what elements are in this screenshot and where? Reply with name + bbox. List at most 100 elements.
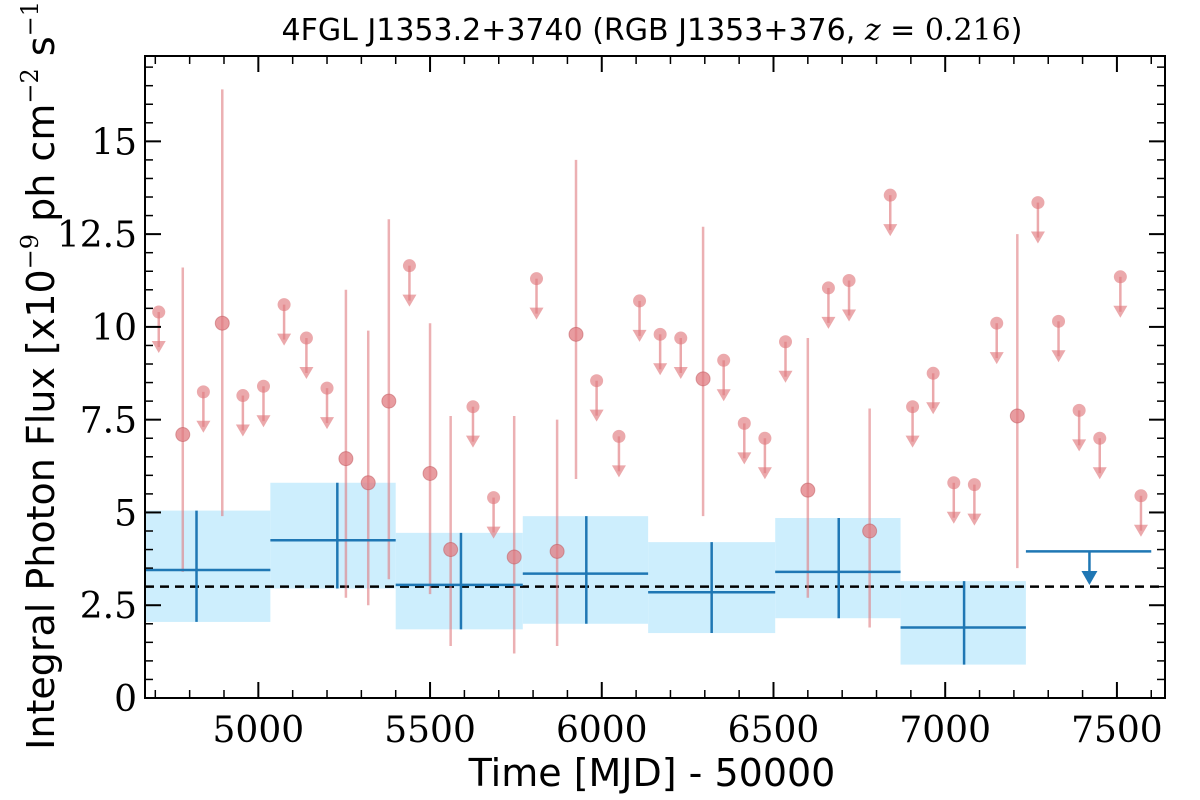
binned-detection-0 (145, 510, 271, 622)
fine-upper-limit-marker-4 (277, 298, 291, 312)
fine-upper-limit-marker-28 (1031, 196, 1045, 210)
fine-upper-limit-12 (611, 429, 626, 478)
fine-upper-limit-26 (967, 478, 982, 526)
fine-upper-limit-27 (989, 316, 1004, 365)
chart-title: 4FGL J1353.2+3740 (RGB J1353+376, z = 0.… (282, 13, 1023, 48)
fine-upper-limit-marker-18 (758, 431, 772, 445)
fine-upper-limit-marker-15 (674, 331, 688, 345)
fine-upper-limit-marker-13 (633, 294, 647, 308)
fine-upper-limit-arrowhead-30 (1072, 439, 1087, 452)
binned-detection-5 (775, 518, 901, 619)
fine-upper-limit-arrowhead-15 (673, 367, 688, 379)
fine-upper-limit-19 (778, 335, 793, 383)
fine-detection-13 (1009, 234, 1025, 569)
fine-upper-limit-marker-2 (236, 389, 250, 403)
fine-detection-marker-5 (422, 465, 438, 481)
fine-upper-limit-25 (946, 476, 961, 524)
fine-upper-limit-marker-7 (402, 259, 416, 273)
fine-detection-9 (568, 159, 584, 480)
y-tick-label-3: 7.5 (80, 401, 137, 442)
y-tick-label-0: 0 (114, 679, 137, 720)
fine-detection-10 (695, 226, 711, 517)
y-axis-title-mid1: ph cm (19, 104, 63, 234)
fine-upper-limit-marker-10 (530, 272, 544, 286)
fine-upper-limit-arrowhead-9 (486, 526, 501, 539)
fine-detection-8 (549, 419, 565, 647)
chart-title-z-equals: = (881, 13, 925, 48)
fine-detection-11 (800, 338, 816, 598)
y-axis-title-exp1: −9 (16, 234, 44, 269)
binned-detection-1 (270, 482, 396, 589)
plot-frame-layer (144, 55, 1166, 699)
fine-detection-6 (443, 415, 459, 647)
fine-upper-limit-arrowhead-20 (821, 316, 836, 329)
fine-detection-5 (422, 323, 438, 595)
fine-upper-limit-marker-14 (653, 327, 667, 341)
binned-error-band-2 (395, 532, 523, 630)
fine-upper-limit-arrowhead-33 (1133, 524, 1148, 537)
fine-detection-marker-9 (568, 326, 584, 342)
y-tick-label-6: 15 (91, 122, 137, 163)
y-axis-title-exp2: −2 (16, 68, 44, 103)
fine-upper-limit-arrowhead-29 (1051, 350, 1066, 363)
fine-upper-limit-arrowhead-4 (277, 333, 292, 346)
fine-upper-limit-arrowhead-2 (235, 424, 250, 437)
fine-upper-limit-18 (757, 431, 772, 480)
fine-upper-limit-8 (465, 400, 480, 448)
fine-upper-limit-9 (486, 491, 501, 539)
fine-detection-marker-7 (506, 549, 522, 565)
fine-upper-limit-arrowhead-10 (529, 307, 544, 320)
fine-upper-limit-arrowhead-26 (967, 513, 982, 526)
fine-detection-marker-13 (1009, 408, 1025, 424)
y-axis-title: Integral Photon Flux [x10−9 ph cm−2 s−1] (16, 0, 63, 750)
fine-upper-limit-16 (716, 353, 731, 402)
binned-detection-6 (900, 581, 1026, 665)
fine-upper-limit-arrowhead-8 (465, 435, 480, 448)
fine-upper-limit-marker-23 (906, 400, 920, 414)
fine-upper-limit-marker-8 (466, 400, 480, 414)
fine-upper-limit-30 (1072, 403, 1087, 452)
fine-upper-limit-arrowhead-32 (1113, 305, 1128, 318)
fine-upper-limit-31 (1092, 431, 1107, 480)
fine-upper-limit-marker-20 (821, 281, 835, 295)
fine-upper-limit-marker-26 (967, 478, 981, 492)
fine-upper-limit-13 (632, 294, 647, 342)
fine-upper-limit-20 (821, 281, 836, 329)
fine-upper-limit-marker-5 (299, 331, 313, 345)
fine-upper-limit-28 (1030, 196, 1045, 244)
plot-frame (144, 55, 1166, 699)
fine-detection-7 (506, 415, 522, 654)
binned-upper-limit-arrowhead-0 (1081, 570, 1098, 585)
y-axis-title-mid2: s (19, 36, 63, 68)
fine-upper-limit-arrowhead-0 (151, 341, 166, 354)
fine-upper-limit-arrowhead-5 (299, 367, 314, 379)
fine-detection-2 (338, 289, 354, 598)
fine-upper-limit-7 (402, 259, 417, 307)
fine-upper-limit-arrowhead-22 (883, 224, 898, 237)
fine-upper-limit-arrowhead-3 (256, 415, 271, 428)
fine-upper-limit-11 (589, 374, 604, 422)
binned-detection-3 (522, 516, 649, 624)
fine-upper-limit-2 (235, 389, 250, 437)
binned-error-band-0 (145, 510, 271, 622)
fine-upper-limit-arrowhead-21 (842, 309, 857, 322)
fine-upper-limit-arrowhead-1 (196, 420, 211, 433)
fine-upper-limit-10 (529, 272, 544, 320)
fine-upper-limit-23 (905, 400, 920, 448)
y-tick-label-1: 2.5 (80, 586, 137, 627)
fine-upper-limit-arrowhead-31 (1092, 467, 1107, 480)
fine-upper-limit-arrowhead-7 (402, 294, 417, 307)
fine-detection-1 (214, 89, 230, 517)
fine-detection-marker-0 (175, 427, 191, 443)
fine-upper-limit-marker-30 (1072, 403, 1086, 417)
fine-upper-limit-arrowhead-27 (989, 352, 1004, 365)
binned-upper-limit-0 (1025, 550, 1152, 585)
fine-detection-marker-10 (695, 371, 711, 387)
fine-detection-marker-12 (862, 523, 878, 539)
fine-upper-limit-arrowhead-16 (716, 389, 731, 402)
y-tick-label-5: 12.5 (57, 215, 137, 256)
fine-upper-limit-33 (1133, 489, 1148, 537)
x-axis-title: Time [MJD] - 50000 (468, 751, 836, 795)
fine-detection-marker-3 (360, 475, 376, 491)
